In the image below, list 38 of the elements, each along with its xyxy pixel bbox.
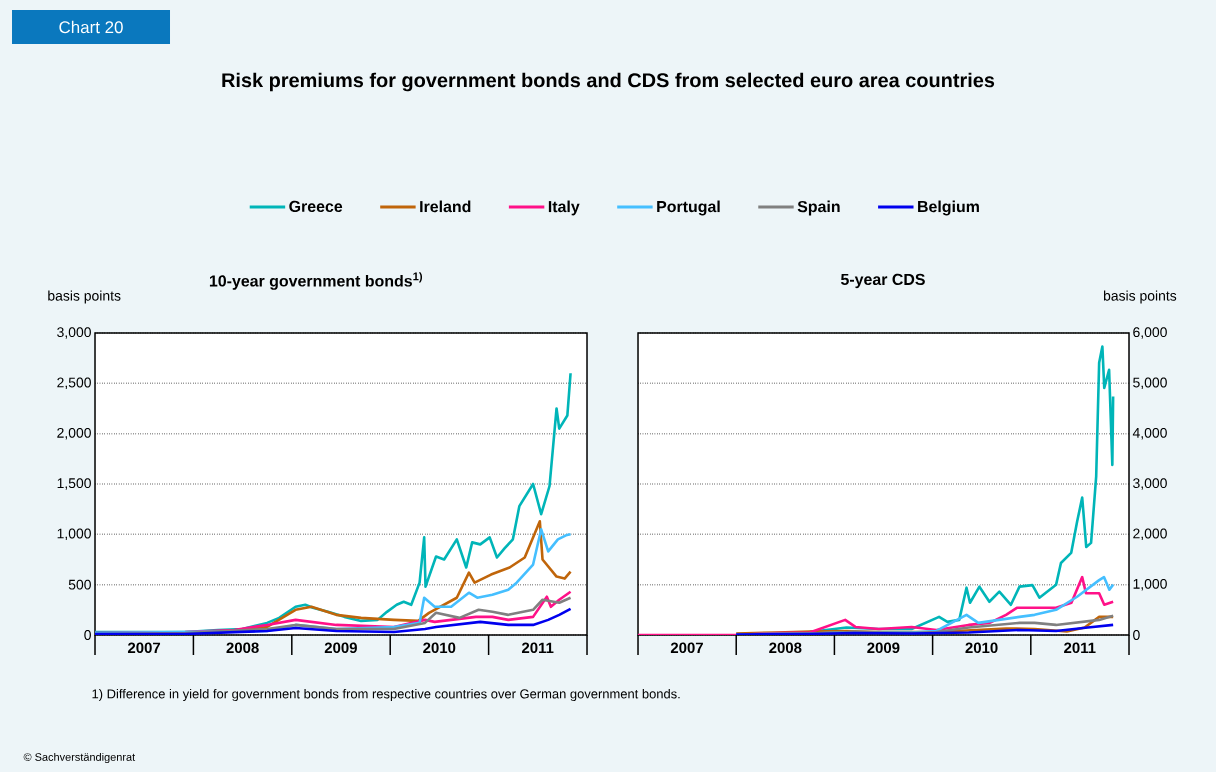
x-tick-label: 2011 (1064, 642, 1096, 654)
x-tick-label: 2008 (769, 642, 802, 654)
y-tick-label: 0 (84, 630, 91, 640)
y-tick-label: 0 (1133, 630, 1140, 640)
y-tick-label: 6,000 (1133, 327, 1167, 339)
y-tick-label: 3,000 (57, 327, 91, 339)
legend-label: Greece (289, 200, 343, 213)
x-tick-label: 2007 (127, 642, 161, 654)
text: © Sachverständigenrat (23, 752, 136, 764)
y-tick-label: 2,000 (57, 427, 91, 440)
y-tick-label: 1,000 (57, 528, 91, 541)
y-tick-label: 2,000 (1133, 528, 1167, 541)
x-tick-label: 2007 (670, 642, 703, 654)
legend-label: Belgium (918, 200, 979, 216)
legend-label: Portugal (657, 200, 720, 216)
y-axis-title: basis points (1103, 290, 1177, 304)
y-tick-label: 4,000 (1132, 427, 1167, 440)
y-tick-label: 2,500 (57, 377, 91, 390)
x-tick-label: 2010 (423, 642, 456, 654)
x-tick-label: 2008 (226, 642, 259, 654)
chart-title: 5-year CDS (840, 273, 925, 289)
x-tick-label: 2011 (521, 642, 554, 654)
x-tick-label: 2009 (867, 642, 900, 654)
legend-label: Ireland (420, 200, 471, 213)
y-tick-label: 5,000 (1133, 377, 1167, 390)
caption: Chart 20 (59, 20, 123, 34)
chart-title: Risk premiums for government bonds and CDS from selected euro area countries (222, 72, 995, 92)
legend-label: Spain (797, 200, 840, 216)
y-tick-label: 500 (68, 579, 91, 590)
legend-label: Italy (548, 200, 580, 216)
chart-subtitle: 10-year government bonds$^{1)}$ (209, 272, 423, 290)
text: 1) Difference in yield for government bonds from respective countries over German government bonds. (92, 688, 680, 702)
x-tick-label: 2010 (965, 642, 998, 654)
y-tick-label: 3,000 (1133, 478, 1167, 490)
y-tick-label: 1,000 (1133, 578, 1167, 591)
y-tick-label: 1,500 (57, 478, 91, 490)
y-axis-title: basis points (48, 290, 121, 304)
x-tick-label: 2009 (324, 642, 357, 654)
